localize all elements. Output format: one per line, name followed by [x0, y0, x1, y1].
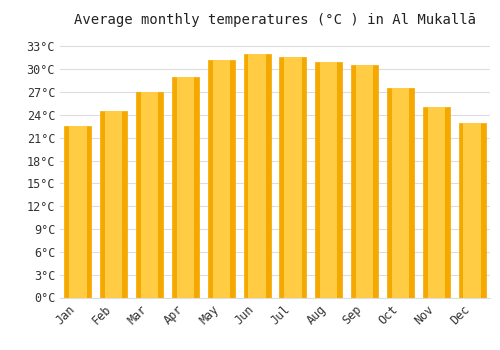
Bar — [248, 54, 266, 298]
Bar — [64, 126, 92, 298]
Title: Average monthly temperatures (°C ) in Al Mukallā: Average monthly temperatures (°C ) in Al… — [74, 13, 476, 27]
Bar — [208, 60, 234, 298]
Bar — [176, 77, 194, 298]
Bar — [458, 122, 485, 298]
Bar — [387, 88, 414, 298]
Bar — [392, 88, 409, 298]
Bar — [320, 62, 338, 298]
Bar — [280, 57, 306, 298]
Bar — [105, 111, 122, 298]
Bar — [316, 62, 342, 298]
Bar — [136, 92, 163, 298]
Bar — [464, 122, 481, 298]
Bar — [141, 92, 158, 298]
Bar — [284, 57, 302, 298]
Bar — [356, 65, 374, 298]
Bar — [244, 54, 270, 298]
Bar — [351, 65, 378, 298]
Bar — [69, 126, 86, 298]
Bar — [428, 107, 445, 298]
Bar — [172, 77, 199, 298]
Bar — [423, 107, 450, 298]
Bar — [212, 60, 230, 298]
Bar — [100, 111, 127, 298]
